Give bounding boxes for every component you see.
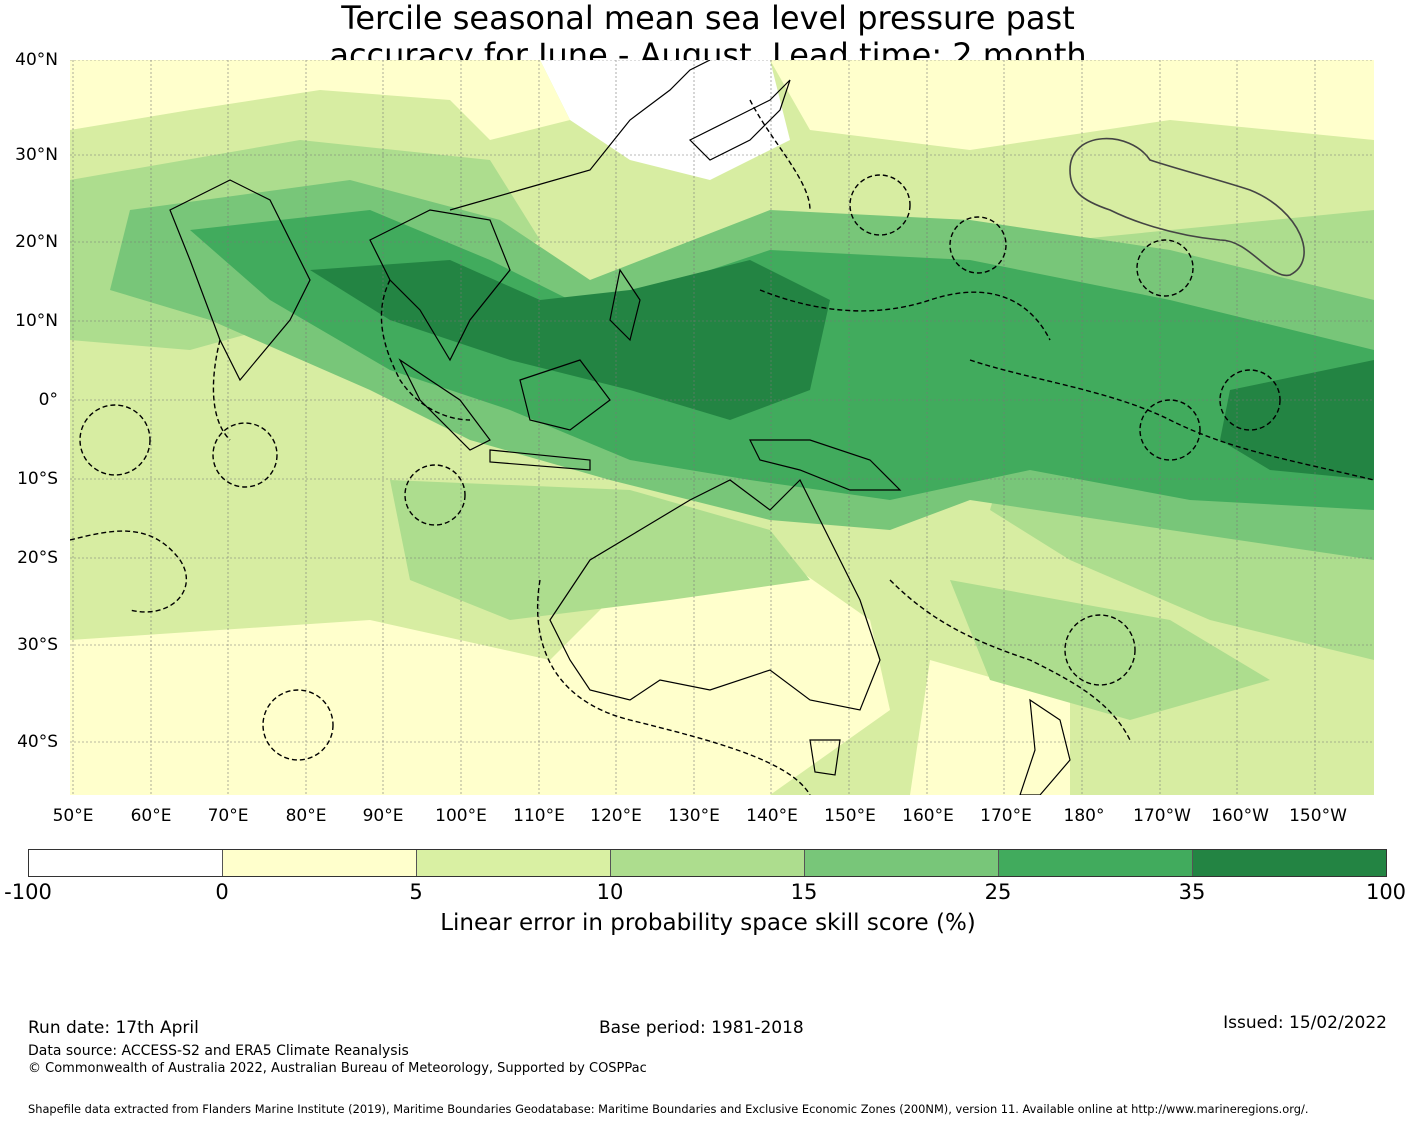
colorbar-tick-100: 100: [1365, 880, 1407, 904]
eez-boundary-1: [536, 579, 811, 795]
lon-label-50e: 50°E: [52, 806, 94, 826]
lon-label-160w: 160°W: [1211, 806, 1269, 826]
eez-circle-3: [1136, 239, 1194, 297]
lat-label-40s: 40°S: [17, 732, 58, 752]
colorbar-segment-25-35: [999, 850, 1193, 876]
skill-score-map: [70, 60, 1374, 795]
eez-boundary-6: [212, 339, 231, 441]
colorbar-segment-lt0: [29, 850, 223, 876]
coast-new-zealand: [1019, 698, 1071, 795]
map-title-line-1: Tercile seasonal mean sea level pressure…: [341, 0, 1075, 37]
lon-label-60e: 60°E: [130, 806, 172, 826]
base-period: Base period: 1981-2018: [599, 1018, 804, 1038]
coast-southeast-asia: [369, 209, 511, 362]
map-canvas: [70, 60, 1374, 795]
eez-circle-1: [262, 689, 334, 761]
colorbar-label: Linear error in probability space skill …: [440, 910, 976, 936]
copyright-notice: © Commonwealth of Australia 2022, Austra…: [28, 1061, 647, 1076]
eez-circle-10: [79, 404, 151, 476]
coast-borneo: [519, 359, 611, 431]
lon-label-140e: 140°E: [746, 806, 798, 826]
eez-circle-8: [1139, 399, 1201, 461]
colorbar-segment-5-10: [417, 850, 611, 876]
coast-china-coast: [449, 60, 711, 211]
eez-circle-4: [949, 216, 1007, 274]
eez-boundary-5: [70, 530, 187, 613]
coast-india: [169, 179, 311, 382]
eez-boundary-2: [889, 579, 1131, 741]
coast-australia: [549, 478, 881, 711]
coast-new-guinea: [749, 439, 902, 491]
skill-regions: [70, 60, 1374, 795]
region-35-100-central: [310, 260, 830, 420]
issued-date: Issued: 15/02/2022: [1223, 1013, 1387, 1033]
eez-circle-6: [404, 464, 466, 526]
colorbar: [28, 849, 1387, 877]
lat-label-10n: 10°N: [15, 311, 58, 331]
data-source: Data source: ACCESS-S2 and ERA5 Climate …: [28, 1043, 409, 1059]
colorbar-tick-15: 15: [790, 880, 818, 904]
lon-label-150w: 150°W: [1289, 806, 1347, 826]
lat-label-30s: 30°S: [17, 635, 58, 655]
lon-label-110e: 110°E: [513, 806, 565, 826]
eez-boundary-8: [749, 99, 811, 211]
lon-label-70e: 70°E: [207, 806, 249, 826]
colorbar-tick-5: 5: [409, 880, 423, 904]
map-title: Tercile seasonal mean sea level pressure…: [0, 0, 1416, 74]
coast-sumatra: [398, 358, 491, 451]
hawaii-outline: [1069, 137, 1305, 277]
coast-java: [489, 449, 591, 471]
shapefile-credit: Shapefile data extracted from Flanders M…: [28, 1102, 1309, 1116]
lon-label-170w: 170°W: [1133, 806, 1191, 826]
lat-label-30n: 30°N: [15, 145, 58, 165]
lon-label-120e: 120°E: [590, 806, 642, 826]
eez-circle-5: [212, 422, 278, 488]
region-10-15-southeast: [950, 580, 1270, 720]
lon-label-80e: 80°E: [285, 806, 327, 826]
region-lt0-north: [540, 60, 790, 180]
lon-label-180: 180°: [1063, 806, 1105, 826]
region-0-5-southeast: [910, 660, 1070, 795]
lon-label-90e: 90°E: [362, 806, 404, 826]
colorbar-tick-0: 0: [215, 880, 229, 904]
lat-label-40n: 40°N: [15, 50, 58, 70]
coast-philippines: [609, 268, 641, 342]
run-date: Run date: 17th April: [28, 1018, 199, 1038]
eez-boundary-3: [759, 289, 1051, 341]
eez-boundary-7: [380, 279, 471, 421]
eez-circle-7: [1064, 614, 1136, 686]
region-10-15-south: [390, 480, 810, 620]
lon-label-130e: 130°E: [668, 806, 720, 826]
colorbar-tick-25: 25: [984, 880, 1012, 904]
colorbar-tick-35: 35: [1178, 880, 1206, 904]
colorbar-tick-10: 10: [596, 880, 624, 904]
lat-label-20s: 20°S: [17, 548, 58, 568]
lat-label-10s: 10°S: [17, 469, 58, 489]
region-0-5-north: [70, 60, 570, 140]
region-35-100-east: [1220, 360, 1374, 480]
lon-label-170e: 170°E: [980, 806, 1032, 826]
eez-boundary-4: [969, 359, 1374, 481]
eez-circle-2: [849, 174, 911, 236]
colorbar-tick-minus100: -100: [4, 880, 52, 904]
maritime-boundaries: [70, 99, 1374, 795]
eez-circle-9: [1219, 369, 1281, 431]
coastlines: [169, 60, 1071, 795]
region-0-5-northeast: [770, 60, 1374, 150]
lon-label-150e: 150°E: [824, 806, 876, 826]
colorbar-segment-15-25: [805, 850, 999, 876]
lat-label-20n: 20°N: [15, 232, 58, 252]
coast-tasmania: [809, 739, 841, 776]
colorbar-segment-35-100: [1193, 850, 1386, 876]
colorbar-segment-0-5: [223, 850, 417, 876]
lon-label-100e: 100°E: [435, 806, 487, 826]
graticule: [70, 60, 1374, 795]
lon-label-160e: 160°E: [902, 806, 954, 826]
lat-label-0: 0°: [38, 390, 58, 410]
colorbar-segment-10-15: [611, 850, 805, 876]
coast-japan: [688, 79, 791, 161]
